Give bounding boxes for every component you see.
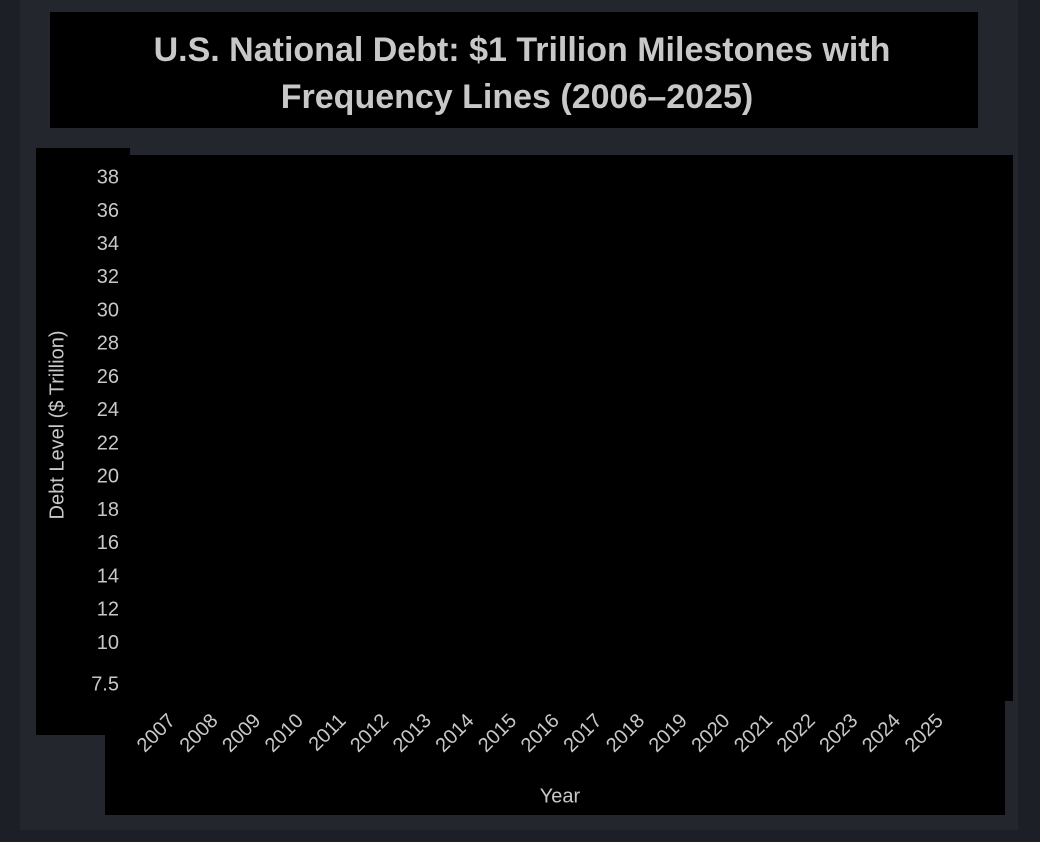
y-tick-label: 12 <box>97 599 119 621</box>
y-tick-label: 14 <box>97 565 119 587</box>
y-tick-label: 7.5 <box>91 673 119 695</box>
chart-title: U.S. National Debt: $1 Trillion Mileston… <box>154 31 891 69</box>
y-tick-label: 36 <box>97 200 119 222</box>
y-tick-label: 28 <box>97 333 119 355</box>
y-tick-label: 22 <box>97 432 119 454</box>
y-axis-area <box>36 148 130 735</box>
y-tick-label: 20 <box>97 466 119 488</box>
y-tick-label: 16 <box>97 532 119 554</box>
plot-area <box>128 155 1013 701</box>
x-axis-label: Year <box>540 785 581 807</box>
chart-title: Frequency Lines (2006–2025) <box>281 78 753 116</box>
x-axis-area <box>105 700 1005 815</box>
y-axis-label: Debt Level ($ Trillion) <box>46 331 68 520</box>
title-box <box>50 12 978 128</box>
y-tick-label: 24 <box>97 399 119 421</box>
y-tick-label: 30 <box>97 299 119 321</box>
y-tick-label: 10 <box>97 632 119 654</box>
y-tick-label: 26 <box>97 366 119 388</box>
y-tick-label: 34 <box>97 233 119 255</box>
y-tick-label: 38 <box>97 167 119 189</box>
y-tick-label: 32 <box>97 266 119 288</box>
y-tick-label: 18 <box>97 499 119 521</box>
